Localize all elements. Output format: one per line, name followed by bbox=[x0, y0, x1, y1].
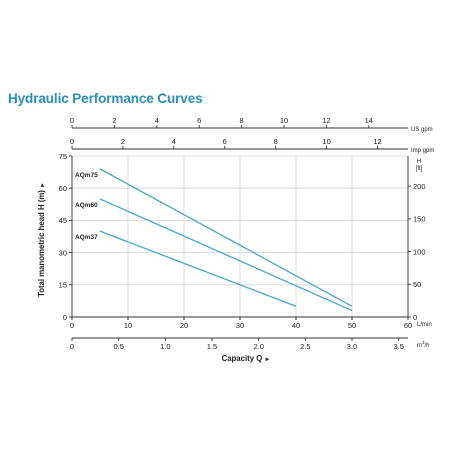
x-tick-label-imp: 10 bbox=[322, 137, 330, 146]
x-tick-label-us: 10 bbox=[280, 116, 288, 125]
y-tick-label: 0 bbox=[63, 313, 67, 322]
y-tick-label: 45 bbox=[59, 216, 67, 225]
x-tick-label-m3h: 2.5 bbox=[300, 342, 310, 351]
series-label: AQm37 bbox=[75, 234, 98, 241]
y-right-tick-label: 100 bbox=[413, 247, 426, 256]
x-tick-label-lmin: 40 bbox=[292, 321, 300, 330]
x-tick-label-m3h: 0 bbox=[70, 342, 74, 351]
x-tick-label-us: 0 bbox=[70, 116, 74, 125]
x-tick-label-lmin: 60 bbox=[404, 321, 412, 330]
y-tick-label: 60 bbox=[59, 184, 67, 193]
page-title: Hydraulic Performance Curves bbox=[8, 91, 203, 106]
x-tick-label-lmin: 10 bbox=[124, 321, 132, 330]
x-tick-label-imp: 12 bbox=[373, 137, 381, 146]
x-tick-label-imp: 0 bbox=[70, 137, 74, 146]
x-axis-unit-lmin: L/min bbox=[417, 322, 432, 328]
y-tick-label: 75 bbox=[59, 152, 67, 161]
x-tick-label-lmin: 30 bbox=[236, 321, 244, 330]
y-tick-label: 15 bbox=[59, 281, 67, 290]
x-tick-label-imp: 2 bbox=[121, 137, 125, 146]
series-line bbox=[99, 198, 353, 312]
x-axis-unit-imp: Imp gpm bbox=[411, 148, 434, 154]
x-tick-label-us: 14 bbox=[365, 116, 373, 125]
y-axis-title: Total manometric head H (m) ► bbox=[37, 182, 46, 297]
x-tick-label-imp: 8 bbox=[274, 137, 278, 146]
y-right-tick-label: 50 bbox=[413, 280, 421, 289]
x-axis-unit-us: US gpm bbox=[411, 127, 433, 133]
x-tick-label-m3h: 1.5 bbox=[207, 342, 217, 351]
y-right-unit-label: H bbox=[417, 159, 421, 165]
x-tick-label-m3h: 1.0 bbox=[160, 342, 170, 351]
series-line bbox=[99, 230, 297, 307]
series-label: AQm75 bbox=[75, 172, 98, 179]
y-tick-label: 30 bbox=[59, 248, 67, 257]
x-tick-label-m3h: 3.5 bbox=[393, 342, 403, 351]
y-right-unit-label: [ft] bbox=[416, 166, 423, 172]
x-tick-label-m3h: 2.0 bbox=[253, 342, 263, 351]
y-right-tick-label: 200 bbox=[413, 182, 426, 191]
x-tick-label-us: 12 bbox=[322, 116, 330, 125]
y-right-tick-label: 150 bbox=[413, 215, 426, 224]
x-tick-label-us: 8 bbox=[240, 116, 244, 125]
series-line bbox=[99, 168, 353, 307]
x-tick-label-us: 6 bbox=[197, 116, 201, 125]
x-axis-unit-m3h: m3/h bbox=[417, 340, 430, 349]
series-label: AQm60 bbox=[75, 202, 98, 209]
x-tick-label-lmin: 50 bbox=[348, 321, 356, 330]
x-tick-label-lmin: 0 bbox=[70, 321, 74, 330]
x-tick-label-imp: 4 bbox=[172, 137, 176, 146]
x-tick-label-m3h: 0.5 bbox=[113, 342, 123, 351]
x-tick-label-us: 4 bbox=[155, 116, 159, 125]
x-tick-label-us: 2 bbox=[112, 116, 116, 125]
y-right-tick-label: 0 bbox=[413, 313, 417, 322]
x-tick-label-lmin: 20 bbox=[180, 321, 188, 330]
x-tick-label-imp: 6 bbox=[223, 137, 227, 146]
x-tick-label-m3h: 3.0 bbox=[347, 342, 357, 351]
x-axis-title: Capacity Q ► bbox=[222, 354, 271, 363]
